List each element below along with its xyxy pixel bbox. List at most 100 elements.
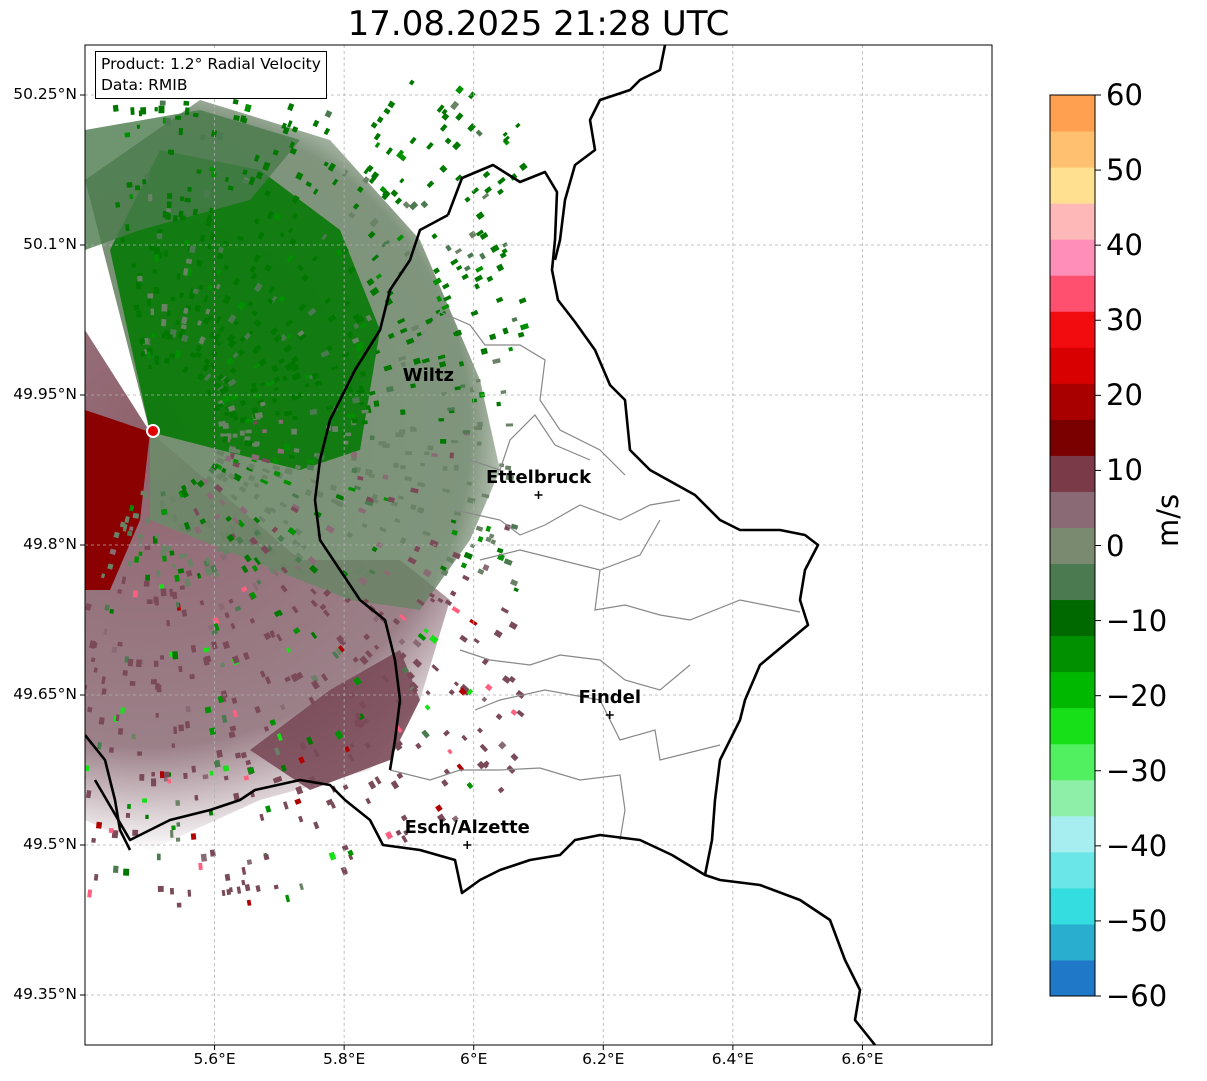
data-source-label: Data: RMIB [101, 76, 188, 94]
echo-pixel [400, 361, 407, 368]
echo-pixel [367, 230, 376, 239]
echo-pixel [206, 243, 213, 250]
axis-ticks [80, 94, 863, 1050]
echo-pixel [455, 174, 463, 182]
echo-pixel [176, 902, 182, 908]
echo-pixel [246, 466, 254, 472]
inbound-green-core [110, 150, 380, 470]
echo-pixel [228, 731, 236, 739]
echo-pixel [229, 411, 238, 419]
echo-pixel [285, 894, 291, 903]
echo-pixel [221, 395, 231, 405]
echo-pixel [208, 467, 216, 475]
echo-pixel [477, 421, 483, 427]
echo-pixel [280, 584, 288, 593]
echo-pixel [158, 584, 165, 589]
echo-pixel [421, 357, 430, 364]
echo-pixel [175, 601, 180, 608]
echo-pixel [297, 303, 307, 312]
echo-pixel [294, 556, 302, 564]
echo-pixel [153, 287, 160, 294]
echo-pixel [243, 332, 252, 340]
echo-pixel [463, 551, 473, 560]
echo-pixel [246, 899, 252, 906]
echo-pixel [218, 325, 225, 334]
echo-pixel [244, 103, 252, 113]
echo-pixel [342, 592, 350, 600]
echo-pixel [136, 124, 141, 129]
city-label: Wiltz [402, 365, 454, 386]
echo-pixel [202, 317, 210, 325]
echo-pixel [439, 123, 448, 132]
echo-pixel [196, 169, 202, 175]
echo-pixel [132, 590, 139, 598]
echo-pixel [253, 516, 261, 524]
echo-pixel [283, 479, 292, 486]
echo-pixel [169, 353, 176, 359]
echo-pixel [277, 357, 285, 365]
echo-pixel [291, 503, 300, 511]
echo-pixel [369, 435, 375, 441]
echo-pixel [220, 469, 228, 478]
echo-pixel [180, 488, 190, 499]
echo-pixel [151, 778, 157, 787]
echo-pixel [429, 592, 435, 599]
echo-pixel [412, 357, 421, 365]
echo-pixel [510, 753, 519, 762]
echo-pixel [273, 884, 279, 890]
echo-pixel [279, 704, 286, 711]
echo-pixel [410, 427, 417, 432]
echo-pixel [119, 521, 126, 528]
echo-pixel [104, 604, 110, 611]
echo-pixel [120, 707, 125, 714]
echo-pixel [253, 393, 261, 399]
echo-pixel [467, 252, 475, 259]
echo-pixel [409, 136, 417, 145]
echo-pixel [263, 853, 270, 861]
echo-pixel [450, 439, 459, 444]
echo-pixel [218, 386, 229, 395]
echo-pixel [410, 324, 420, 332]
echo-pixel [442, 465, 448, 471]
echo-pixel [399, 177, 405, 184]
echo-pixel [262, 467, 271, 474]
echo-pixel [232, 352, 239, 359]
echo-pixel [347, 386, 354, 393]
echo-pixel [232, 516, 240, 525]
echo-pixel [422, 530, 431, 537]
echo-pixel [323, 589, 332, 598]
echo-pixel [293, 552, 304, 562]
echo-pixel [280, 566, 289, 574]
echo-pixel [117, 589, 123, 595]
echo-pixel [244, 436, 251, 442]
echo-pixel [417, 481, 426, 488]
echo-pixel [91, 837, 96, 843]
lat-tick-label: 49.8°N [23, 535, 77, 553]
echo-pixel [127, 658, 134, 667]
echo-pixel [142, 179, 147, 185]
echo-pixel [495, 296, 504, 304]
lat-tick-label: 49.35°N [13, 985, 77, 1003]
echo-pixel [199, 518, 207, 525]
echo-pixel [109, 548, 117, 556]
echo-pixel [458, 360, 465, 367]
echo-pixel [441, 108, 448, 116]
echo-pixel [253, 282, 263, 293]
echo-pixel [365, 314, 373, 322]
echo-pixel [278, 419, 284, 424]
echo-pixel [156, 233, 163, 240]
colorbar-segment [1050, 707, 1095, 745]
colorbar-segment [1050, 779, 1095, 817]
echo-pixel [399, 464, 406, 470]
echo-pixel [288, 454, 295, 460]
lon-tick-label: 5.6°E [193, 1050, 236, 1068]
echo-pixel [196, 479, 205, 488]
echo-pixel [209, 770, 214, 776]
echo-pixel [251, 407, 259, 414]
echo-pixel [223, 412, 230, 417]
echo-pixel [429, 539, 439, 548]
border-luxembourg [93, 163, 820, 895]
echo-pixel [474, 426, 483, 431]
echo-pixel [203, 294, 209, 303]
echo-pixel [488, 533, 495, 539]
